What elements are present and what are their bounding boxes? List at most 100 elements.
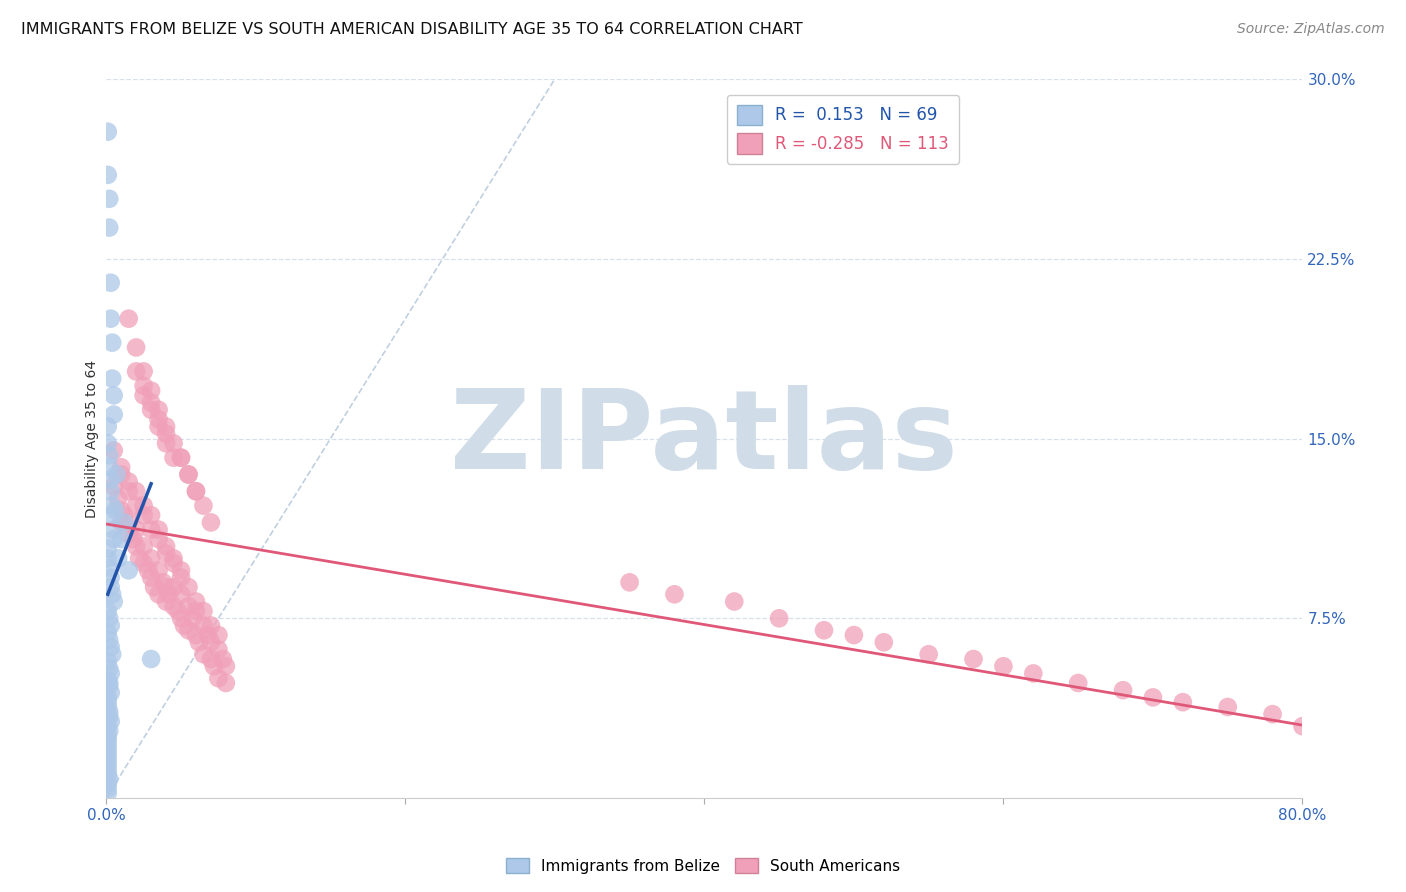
Point (207, 671, 229, 685)
Point (101, 371, 124, 385)
Point (139, 384, 162, 398)
Point (100, 472, 122, 486)
Point (100, 685, 122, 699)
Point (1112, 683, 1135, 698)
Point (173, 618, 195, 632)
Point (207, 642, 229, 657)
Point (97, 767, 120, 781)
Point (184, 628, 207, 642)
Point (148, 532, 170, 546)
Point (97, 781, 120, 796)
Point (200, 516, 222, 530)
Point (97, 673, 120, 688)
Point (132, 556, 155, 570)
Point (97, 733, 120, 747)
Point (103, 388, 125, 402)
Point (157, 587, 180, 601)
Point (97, 747, 120, 762)
Point (97, 695, 120, 709)
Point (103, 523, 125, 537)
Point (212, 652, 235, 666)
Y-axis label: Disability Age 35 to 64: Disability Age 35 to 64 (86, 359, 100, 517)
Point (101, 647, 124, 661)
Point (110, 460, 132, 475)
Point (132, 499, 155, 513)
Point (110, 467, 132, 482)
Point (97, 125, 120, 139)
Point (193, 604, 215, 618)
Point (619, 575, 641, 590)
Point (97, 753, 120, 767)
Point (1142, 690, 1164, 705)
Point (97, 719, 120, 733)
Point (162, 436, 184, 450)
Point (155, 419, 177, 434)
Point (112, 508, 135, 523)
Point (107, 491, 129, 506)
Point (184, 604, 207, 618)
Text: ZIPatlas: ZIPatlas (450, 385, 959, 492)
Point (97, 700, 120, 714)
Point (139, 570, 162, 584)
Point (97, 777, 120, 791)
Point (97, 436, 120, 450)
Point (200, 652, 222, 666)
Point (98, 705, 121, 719)
Point (162, 599, 184, 614)
Point (162, 450, 184, 465)
Point (110, 532, 132, 546)
Point (193, 647, 215, 661)
Point (97, 743, 120, 757)
Point (193, 499, 215, 513)
Point (104, 503, 127, 517)
Point (148, 419, 170, 434)
Point (100, 714, 122, 729)
Point (917, 647, 939, 661)
Point (132, 508, 155, 523)
Point (1291, 719, 1313, 733)
Point (768, 611, 790, 625)
Point (993, 659, 1015, 673)
Point (98, 448, 121, 462)
Point (193, 618, 215, 632)
Point (118, 516, 141, 530)
Point (103, 479, 125, 493)
Point (155, 436, 177, 450)
Point (100, 484, 122, 499)
Point (188, 635, 211, 649)
Point (97, 419, 120, 434)
Point (98, 723, 121, 738)
Legend: Immigrants from Belize, South Americans: Immigrants from Belize, South Americans (499, 852, 907, 880)
Point (177, 467, 200, 482)
Point (110, 503, 132, 517)
Point (125, 484, 148, 499)
Point (98, 709, 121, 723)
Point (118, 484, 141, 499)
Point (167, 604, 190, 618)
Point (100, 580, 122, 594)
Point (103, 408, 125, 422)
Point (97, 551, 120, 566)
Point (107, 551, 129, 566)
Point (100, 666, 122, 681)
Point (170, 570, 193, 584)
Point (152, 575, 174, 590)
Point (148, 587, 170, 601)
Point (170, 450, 193, 465)
Point (139, 395, 162, 409)
Point (184, 594, 207, 608)
Point (184, 484, 207, 499)
Point (155, 426, 177, 441)
Point (155, 580, 177, 594)
Point (97, 762, 120, 776)
Point (97, 786, 120, 800)
Point (664, 587, 686, 601)
Point (122, 532, 145, 546)
Point (100, 570, 122, 584)
Point (873, 635, 896, 649)
Point (1022, 666, 1045, 681)
Point (98, 676, 121, 690)
Legend: R =  0.153   N = 69, R = -0.285   N = 113: R = 0.153 N = 69, R = -0.285 N = 113 (727, 95, 959, 163)
Point (132, 388, 155, 402)
Point (139, 402, 162, 417)
